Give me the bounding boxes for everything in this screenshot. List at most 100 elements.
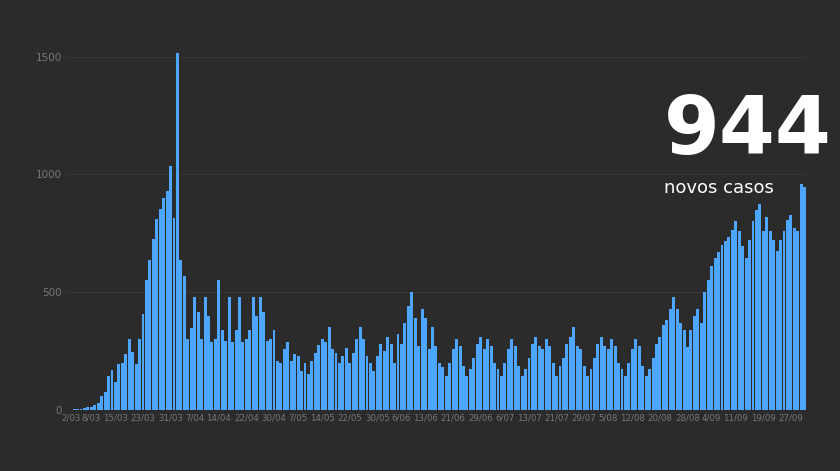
Bar — [752, 221, 754, 410]
Bar — [369, 364, 372, 410]
Bar — [286, 342, 289, 410]
Bar — [365, 356, 369, 410]
Bar — [245, 339, 248, 410]
Bar — [559, 366, 561, 410]
Bar — [727, 236, 730, 410]
Bar — [659, 337, 661, 410]
Bar — [396, 334, 400, 410]
Bar — [142, 314, 144, 410]
Bar — [380, 344, 382, 410]
Bar — [514, 346, 517, 410]
Bar — [624, 376, 627, 410]
Bar — [700, 323, 703, 410]
Bar — [472, 358, 475, 410]
Bar — [176, 53, 179, 410]
Bar — [97, 403, 100, 410]
Bar — [349, 364, 351, 410]
Bar — [145, 281, 148, 410]
Bar — [214, 339, 217, 410]
Bar — [803, 187, 806, 410]
Bar — [706, 280, 710, 410]
Bar — [303, 364, 307, 410]
Bar — [627, 363, 630, 410]
Bar — [103, 392, 107, 410]
Bar — [590, 368, 592, 410]
Bar — [149, 260, 151, 410]
Bar — [555, 376, 558, 410]
Bar — [600, 337, 603, 410]
Bar — [769, 231, 772, 410]
Bar — [334, 353, 338, 410]
Bar — [265, 341, 269, 410]
Bar — [311, 361, 313, 410]
Bar — [100, 397, 103, 410]
Bar — [490, 346, 492, 410]
Bar — [400, 344, 403, 410]
Bar — [262, 312, 265, 410]
Bar — [441, 367, 444, 410]
Bar — [283, 349, 286, 410]
Bar — [762, 231, 764, 410]
Bar — [517, 366, 520, 410]
Bar — [197, 312, 200, 410]
Bar — [114, 382, 117, 410]
Bar — [93, 405, 97, 410]
Bar — [393, 363, 396, 410]
Bar — [155, 219, 158, 410]
Bar — [228, 297, 231, 410]
Bar — [524, 368, 527, 410]
Bar — [297, 356, 300, 410]
Bar — [779, 240, 782, 410]
Bar — [696, 309, 700, 410]
Text: 944: 944 — [664, 93, 832, 171]
Bar — [690, 330, 692, 410]
Bar — [431, 327, 434, 410]
Bar — [375, 356, 379, 410]
Text: novos casos: novos casos — [664, 179, 774, 197]
Bar — [786, 220, 789, 410]
Bar — [606, 349, 610, 410]
Bar — [180, 260, 182, 410]
Bar — [610, 339, 613, 410]
Bar — [569, 337, 572, 410]
Bar — [87, 407, 89, 410]
Bar — [218, 281, 220, 410]
Bar — [744, 258, 748, 410]
Bar — [355, 339, 358, 410]
Bar — [638, 346, 641, 410]
Bar — [345, 348, 348, 410]
Bar — [207, 317, 210, 410]
Bar — [241, 342, 244, 410]
Bar — [521, 376, 523, 410]
Bar — [438, 363, 441, 410]
Bar — [314, 353, 317, 410]
Bar — [324, 342, 327, 410]
Bar — [414, 318, 417, 410]
Bar — [338, 364, 341, 410]
Bar — [107, 376, 110, 410]
Bar — [534, 337, 538, 410]
Bar — [234, 330, 238, 410]
Bar — [203, 297, 207, 410]
Bar — [83, 408, 86, 410]
Bar — [483, 349, 486, 410]
Bar — [269, 339, 272, 410]
Bar — [455, 339, 458, 410]
Bar — [772, 240, 775, 410]
Bar — [124, 354, 127, 410]
Bar — [193, 297, 197, 410]
Bar — [452, 349, 454, 410]
Bar — [793, 228, 795, 410]
Bar — [249, 330, 251, 410]
Bar — [721, 245, 723, 410]
Bar — [531, 344, 534, 410]
Bar — [652, 358, 654, 410]
Bar — [462, 366, 465, 410]
Bar — [372, 371, 375, 410]
Bar — [648, 368, 651, 410]
Bar — [545, 339, 548, 410]
Bar — [724, 241, 727, 410]
Bar — [538, 346, 541, 410]
Bar — [562, 358, 565, 410]
Bar — [541, 349, 544, 410]
